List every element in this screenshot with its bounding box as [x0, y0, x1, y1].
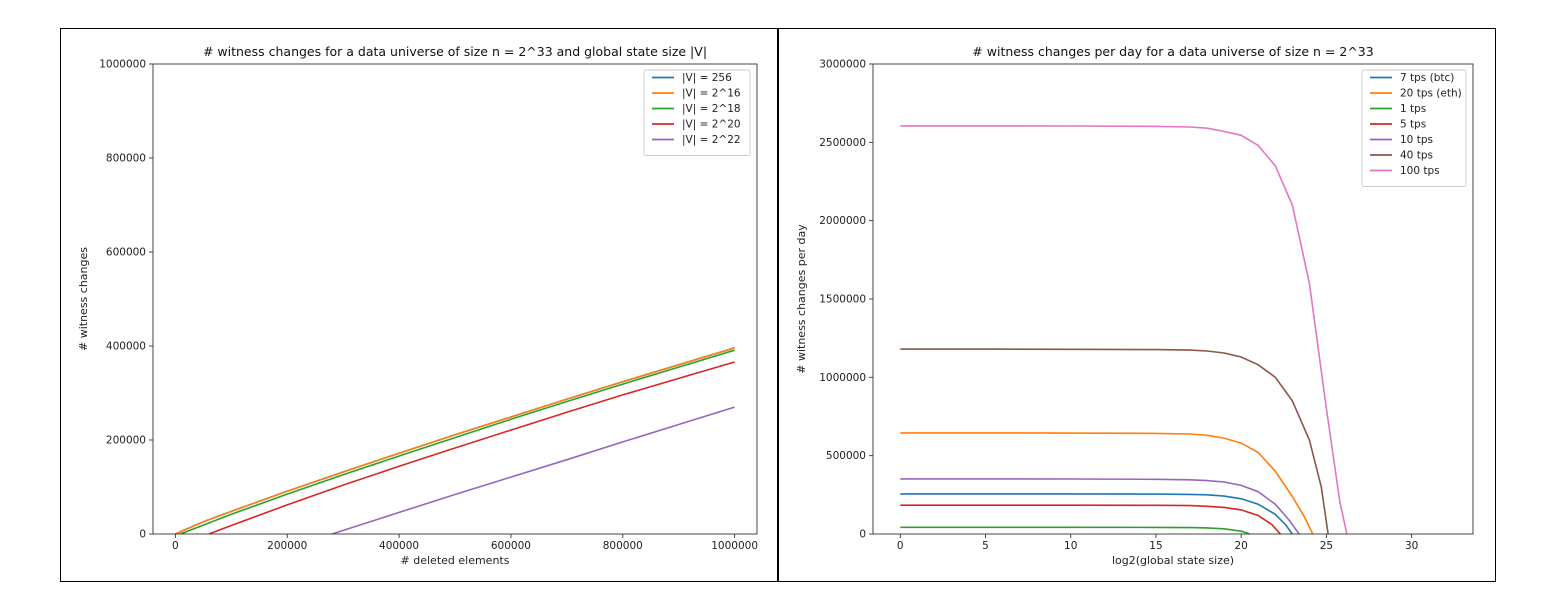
chart-right: # witness changes per day for a data uni… — [795, 44, 1474, 567]
figure-frame: # witness changes for a data universe of… — [60, 28, 1496, 582]
right-chart-x-tick-label: 30 — [1405, 540, 1418, 552]
right-chart-series-10-tps — [900, 478, 1300, 534]
right-chart-series-20-tps-eth — [900, 432, 1314, 534]
right-chart-y-tick-label: 1000000 — [819, 372, 866, 384]
right-chart-legend-box — [1361, 69, 1467, 187]
left-chart-series-v-2-20 — [208, 361, 735, 534]
right-chart-series-1-tps — [900, 526, 1250, 534]
right-chart-y-tick-label: 500000 — [826, 450, 866, 462]
right-chart-series-5-tps — [900, 504, 1281, 534]
right-chart-series-100-tps — [900, 125, 1348, 534]
right-chart-x-tick-label: 25 — [1320, 540, 1333, 552]
left-chart-series-v-2-18 — [180, 349, 735, 534]
right-chart-x-tick-label: 5 — [982, 540, 989, 552]
right-chart-y-tick-label: 3000000 — [819, 59, 866, 71]
right-chart-y-tick-label: 2500000 — [819, 137, 866, 149]
left-chart-x-tick-label: 0 — [172, 540, 179, 552]
left-chart-x-tick-label: 800000 — [603, 540, 643, 552]
left-chart-y-tick-label: 0 — [139, 529, 146, 541]
left-chart-legend-label: |V| = 2^18 — [682, 103, 741, 115]
right-chart-x-tick-label: 15 — [1149, 540, 1162, 552]
right-chart-y-tick-label: 0 — [859, 529, 866, 541]
right-chart-title: # witness changes per day for a data uni… — [972, 44, 1373, 59]
left-chart-y-tick-label: 600000 — [106, 247, 146, 259]
right-chart-legend-label: 7 tps (btc) — [1400, 72, 1454, 84]
chart-left: # witness changes for a data universe of… — [77, 44, 758, 567]
right-chart-x-tick-label: 20 — [1234, 540, 1247, 552]
right-chart-legend-label: 1 tps — [1400, 103, 1426, 115]
right-chart-legend: 7 tps (btc) 20 tps (eth) 1 tps 5 tps 10 tps 4… — [1361, 69, 1467, 187]
left-chart-legend-label: |V| = 2^22 — [682, 134, 741, 146]
left-chart-y-axis-label: # witness changes — [77, 247, 90, 351]
right-chart-x-axis-label: log2(global state size) — [1112, 554, 1234, 567]
left-chart-y-tick-label: 800000 — [106, 153, 146, 165]
left-chart-series-v-2-16 — [175, 347, 735, 534]
left-chart-legend-label: |V| = 2^20 — [682, 119, 741, 131]
left-chart-legend-box — [643, 69, 751, 156]
left-chart-title: # witness changes for a data universe of… — [203, 44, 707, 59]
left-chart-x-tick-label: 600000 — [491, 540, 531, 552]
left-chart-x-tick-label: 400000 — [379, 540, 419, 552]
left-chart-axes-frame — [152, 63, 758, 535]
right-chart-legend-label: 100 tps — [1400, 165, 1440, 177]
panel-divider — [777, 29, 779, 581]
right-chart-x-tick-label: 10 — [1064, 540, 1077, 552]
left-chart-series-v-2-22 — [331, 406, 735, 534]
right-chart-y-tick-label: 2000000 — [819, 215, 866, 227]
right-chart-legend-label: 5 tps — [1400, 119, 1426, 131]
right-chart-x-tick-label: 0 — [897, 540, 904, 552]
left-chart-y-tick-label: 1000000 — [99, 59, 146, 71]
right-chart-legend-label: 20 tps (eth) — [1400, 88, 1462, 100]
right-chart-legend-label: 40 tps — [1400, 150, 1433, 162]
right-chart-series-7-tps-btc — [900, 493, 1293, 534]
left-chart-y-tick-label: 400000 — [106, 341, 146, 353]
right-chart-legend-label: 10 tps — [1400, 134, 1433, 146]
left-chart-x-axis-label: # deleted elements — [401, 554, 510, 567]
left-chart-legend: |V| = 256 |V| = 2^16 |V| = 2^18 |V| = 2^20 |… — [643, 69, 751, 156]
left-chart-x-tick-label: 1000000 — [711, 540, 758, 552]
left-chart-legend-label: |V| = 2^16 — [682, 88, 741, 100]
right-chart-y-axis-label: # witness changes per day — [795, 224, 808, 374]
right-chart-series-40-tps — [900, 348, 1329, 534]
left-chart-x-tick-label: 200000 — [267, 540, 307, 552]
left-chart-y-tick-label: 200000 — [106, 435, 146, 447]
right-chart-y-tick-label: 1500000 — [819, 294, 866, 306]
left-chart-legend-label: |V| = 256 — [682, 72, 732, 84]
